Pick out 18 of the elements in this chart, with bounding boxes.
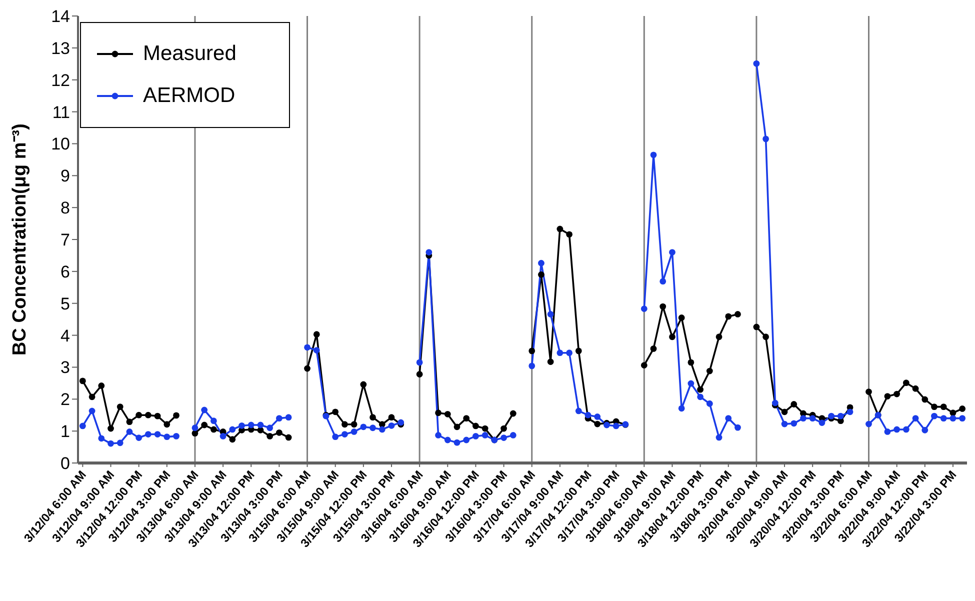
- y-tick-label: 5: [60, 294, 70, 314]
- y-tick-label: 1: [60, 422, 70, 442]
- y-tick-label: 11: [52, 102, 70, 122]
- y-tick-label: 10: [51, 134, 70, 154]
- y-tick-label: 9: [60, 166, 70, 186]
- y-tick-label: 12: [51, 70, 70, 90]
- legend-label: Measured: [143, 42, 236, 66]
- y-tick-label: 0: [60, 454, 70, 474]
- y-tick-label: 13: [51, 38, 70, 58]
- y-axis-title: BC Concentration(μg m⁻³): [10, 124, 30, 356]
- y-tick-label: 2: [60, 390, 70, 410]
- y-tick-label: 8: [60, 198, 70, 218]
- y-tick-label: 7: [60, 230, 70, 250]
- legend-label: AERMOD: [143, 84, 236, 108]
- y-tick-label: 14: [51, 7, 70, 26]
- y-tick-label: 6: [60, 262, 70, 282]
- y-tick-label: 3: [60, 358, 70, 378]
- y-tick-label: 4: [60, 326, 70, 346]
